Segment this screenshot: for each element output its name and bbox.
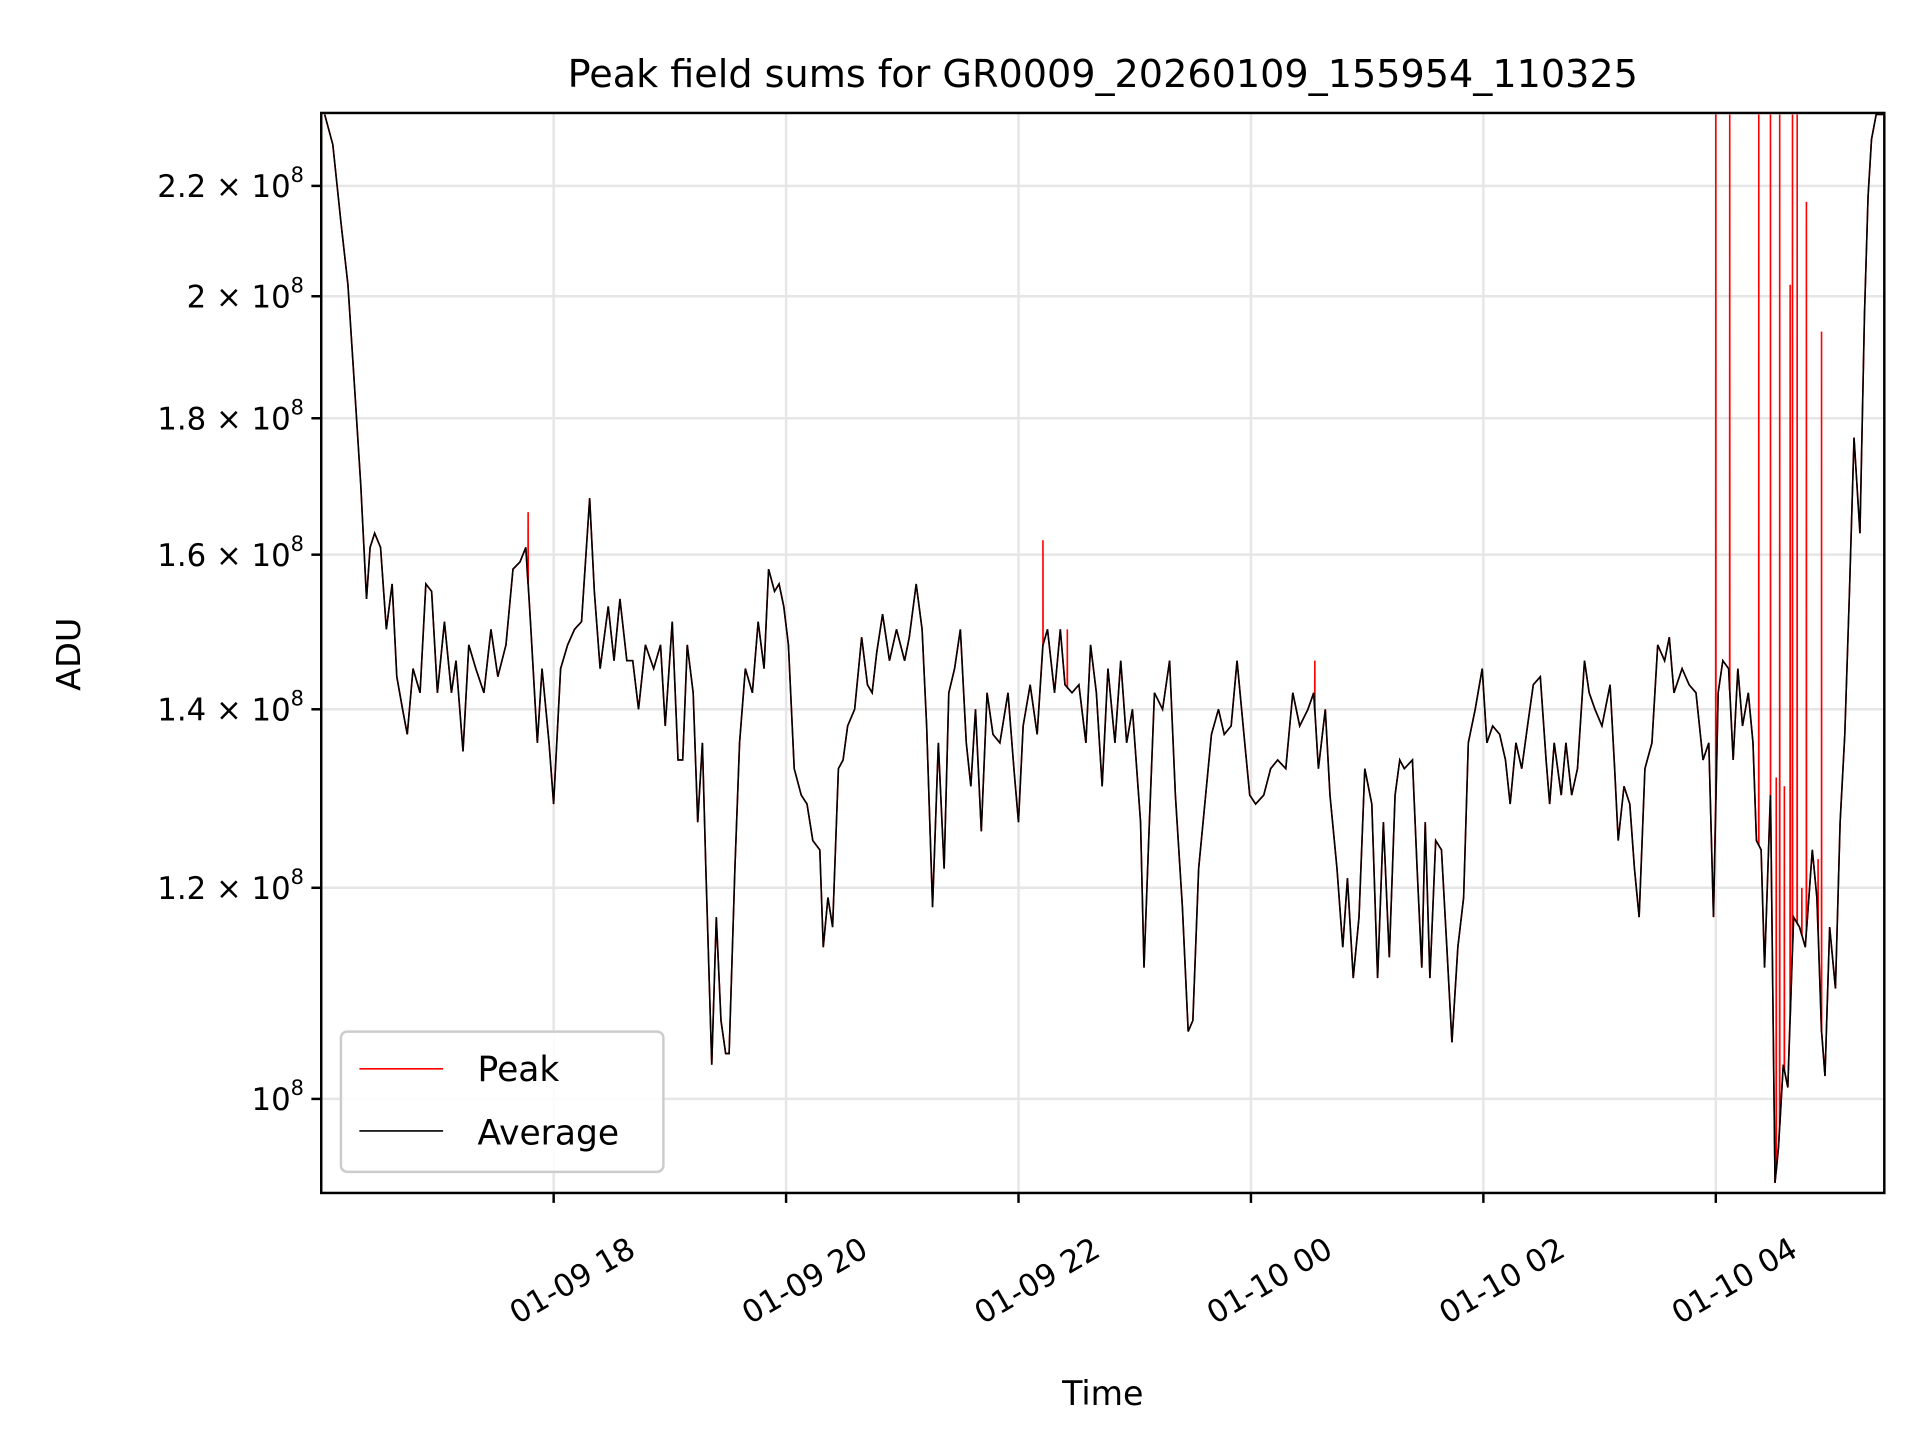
average-line: [323, 113, 1884, 1183]
y-tick-label: 2 × 108: [187, 272, 304, 315]
y-tick-label: 108: [252, 1075, 304, 1118]
y-tick-label: 1.2 × 108: [157, 864, 304, 907]
y-tick-label: 2.2 × 108: [157, 162, 304, 205]
y-tick-label: 1.4 × 108: [157, 685, 304, 728]
x-tick-label: 01-10 00: [1201, 1231, 1339, 1332]
plot-frame: [320, 111, 1886, 1195]
x-tick-label: 01-09 20: [736, 1231, 874, 1332]
y-tick-label: 1.6 × 108: [157, 531, 304, 574]
legend-peak-label: Peak: [478, 1050, 560, 1090]
x-axis-label: Time: [1061, 1374, 1143, 1413]
peak-line: [323, 113, 1884, 1183]
x-tick-label: 01-10 04: [1666, 1231, 1804, 1332]
legend-average-label: Average: [478, 1113, 620, 1153]
legend: Peak Average: [339, 1030, 665, 1174]
x-tick-label: 01-10 02: [1433, 1231, 1571, 1332]
y-axis: 108 1.2 × 108 1.4 × 108 1.6 × 108 1.8 × 108 2…: [157, 162, 322, 1118]
x-axis: 01-09 18 01-09 20 01-09 22 01-10 00 01-10 02…: [504, 1192, 1804, 1332]
x-tick-label: 01-09 18: [504, 1231, 642, 1332]
chart-title: Peak field sums for GR0009_20260109_1559…: [568, 52, 1638, 97]
series-group: [323, 113, 1884, 1183]
legend-box: [339, 1030, 665, 1174]
y-axis-label: ADU: [49, 618, 88, 691]
x-tick-label: 01-09 22: [969, 1231, 1107, 1332]
y-tick-label: 1.8 × 108: [157, 394, 304, 437]
